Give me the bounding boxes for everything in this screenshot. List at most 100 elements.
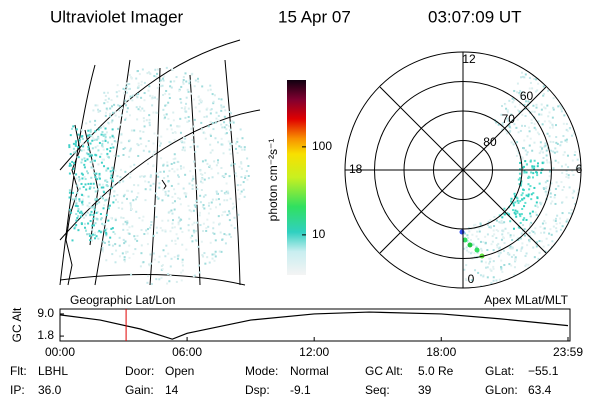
uv-pixel	[161, 268, 164, 271]
uv-pixel	[582, 145, 584, 147]
uv-pixel	[165, 66, 168, 69]
uv-pixel	[508, 130, 511, 133]
uv-pixel	[183, 146, 186, 149]
uv-pixel	[91, 136, 94, 139]
uv-pixel	[240, 148, 243, 151]
uv-pixel	[162, 249, 165, 252]
uv-pixel	[520, 96, 523, 99]
uv-pixel	[193, 204, 196, 207]
uv-pixel	[217, 198, 220, 201]
uv-pixel	[89, 153, 92, 156]
uv-pixel	[77, 210, 80, 213]
uv-pixel	[71, 191, 74, 194]
uv-pixel	[110, 99, 113, 102]
uv-pixel	[229, 145, 232, 148]
uv-pixel	[152, 142, 155, 145]
uv-pixel	[82, 185, 85, 188]
uv-pixel	[84, 214, 87, 217]
uv-pixel	[491, 235, 494, 238]
uv-pixel	[96, 144, 99, 147]
uv-pixel	[479, 240, 482, 243]
uv-pixel	[517, 236, 520, 239]
uv-pixel	[160, 265, 163, 268]
uv-pixel	[545, 213, 548, 216]
uv-pixel	[503, 221, 506, 224]
uv-pixel	[141, 107, 144, 110]
uv-pixel	[501, 233, 504, 236]
uv-pixel	[530, 198, 533, 201]
uv-pixel	[129, 172, 132, 175]
uv-pixel	[129, 204, 132, 207]
uv-pixel	[172, 119, 175, 122]
uv-pixel	[562, 135, 565, 138]
uv-pixel	[563, 114, 566, 117]
uv-pixel	[101, 140, 104, 143]
uv-pixel	[533, 159, 536, 162]
uv-pixel	[184, 106, 187, 109]
uv-pixel	[571, 134, 574, 137]
uv-pixel	[525, 171, 528, 174]
uv-pixel	[501, 216, 504, 219]
uv-pixel	[174, 131, 177, 134]
uv-pixel	[182, 166, 185, 169]
uv-pixel	[206, 107, 209, 110]
uv-pixel	[74, 150, 77, 153]
uv-pixel	[108, 243, 111, 246]
uv-pixel	[82, 194, 85, 197]
uv-pixel	[205, 115, 208, 118]
uv-pixel	[104, 136, 107, 139]
colorbar	[287, 80, 306, 275]
uv-pixel	[163, 177, 166, 180]
uv-pixel	[162, 108, 165, 111]
uv-pixel	[179, 165, 182, 168]
uv-pixel	[183, 149, 186, 152]
uv-pixel	[184, 173, 187, 176]
uv-pixel	[579, 147, 581, 150]
param-label: Seq:	[365, 383, 390, 397]
uv-pixel	[210, 167, 213, 170]
uv-pixel	[111, 135, 114, 138]
uv-pixel	[126, 91, 129, 94]
uv-pixel	[87, 195, 90, 198]
uv-pixel	[101, 249, 104, 252]
uv-pixel	[464, 232, 467, 235]
uv-pixel	[196, 145, 199, 148]
uv-pixel	[560, 140, 563, 143]
uv-pixel	[206, 256, 209, 259]
uv-pixel	[194, 150, 197, 153]
uv-pixel	[199, 224, 202, 227]
uv-pixel	[196, 188, 199, 191]
uv-pixel	[132, 199, 135, 202]
y-axis-label: GC Alt	[10, 307, 24, 342]
uv-pixel	[193, 118, 196, 121]
uv-pixel	[567, 110, 570, 113]
uv-pixel	[144, 180, 147, 183]
uv-pixel	[173, 208, 176, 211]
uv-pixel	[158, 278, 161, 281]
uv-pixel	[113, 195, 116, 198]
colorbar-tick-label: 10	[312, 227, 326, 241]
uv-pixel	[513, 123, 516, 126]
uv-pixel	[134, 198, 137, 201]
uv-pixel	[142, 117, 145, 120]
uv-pixel	[468, 291, 470, 293]
uv-pixel	[555, 222, 558, 225]
uv-pixel	[166, 161, 169, 164]
uv-pixel	[501, 222, 504, 225]
param-value: Normal	[290, 364, 329, 378]
uv-pixel	[466, 234, 469, 237]
uv-pixel	[142, 261, 145, 264]
uv-pixel	[516, 199, 519, 202]
uv-pixel	[92, 217, 95, 220]
uv-pixel	[564, 139, 567, 142]
uv-pixel	[139, 175, 142, 178]
uv-pixel	[200, 177, 203, 180]
uv-pixel	[547, 89, 550, 92]
uv-pixel	[526, 244, 529, 247]
uv-pixel	[147, 71, 150, 74]
uv-pixel	[77, 229, 80, 232]
uv-pixel	[529, 159, 532, 162]
uv-pixel	[516, 118, 519, 121]
uv-pixel	[107, 167, 110, 170]
uv-pixel	[223, 233, 226, 236]
